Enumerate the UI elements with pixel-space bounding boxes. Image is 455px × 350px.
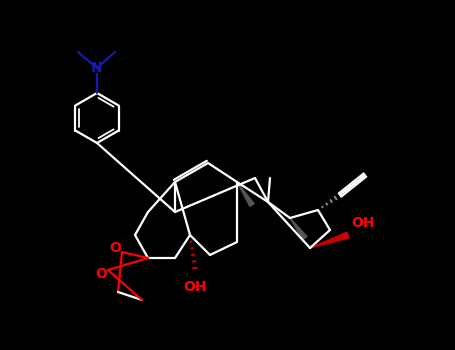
Text: O: O xyxy=(109,241,121,255)
Text: OH: OH xyxy=(183,280,207,294)
Polygon shape xyxy=(310,232,349,248)
Text: OH: OH xyxy=(351,216,374,230)
Polygon shape xyxy=(290,218,307,239)
Text: N: N xyxy=(91,61,103,75)
Text: O: O xyxy=(95,267,107,281)
Polygon shape xyxy=(237,182,254,206)
